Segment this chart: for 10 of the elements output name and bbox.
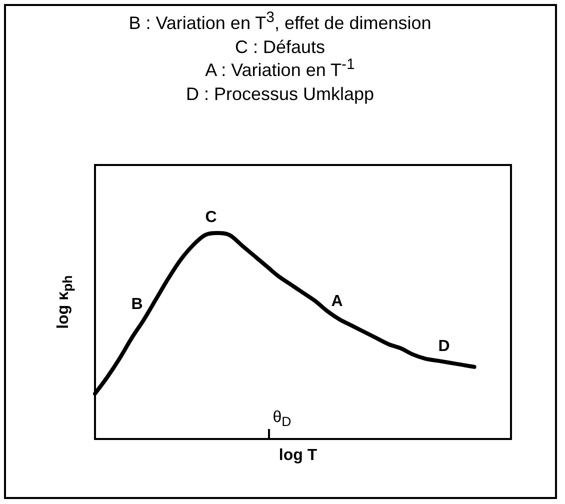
annotation: D xyxy=(437,337,451,357)
text: D : Processus Umklapp xyxy=(184,82,376,106)
text: C : Défauts xyxy=(234,36,326,56)
text: C xyxy=(204,208,218,228)
annotation: A xyxy=(330,292,344,312)
annotation: B xyxy=(130,295,144,315)
x-axis-title: log T xyxy=(278,447,318,465)
text: B : Variation en T$^{3}$, effet de dimension xyxy=(128,9,432,35)
annotation: θ$_{D}$ xyxy=(272,408,292,430)
text: A : Variation en T$^{-1}$ xyxy=(204,56,356,82)
